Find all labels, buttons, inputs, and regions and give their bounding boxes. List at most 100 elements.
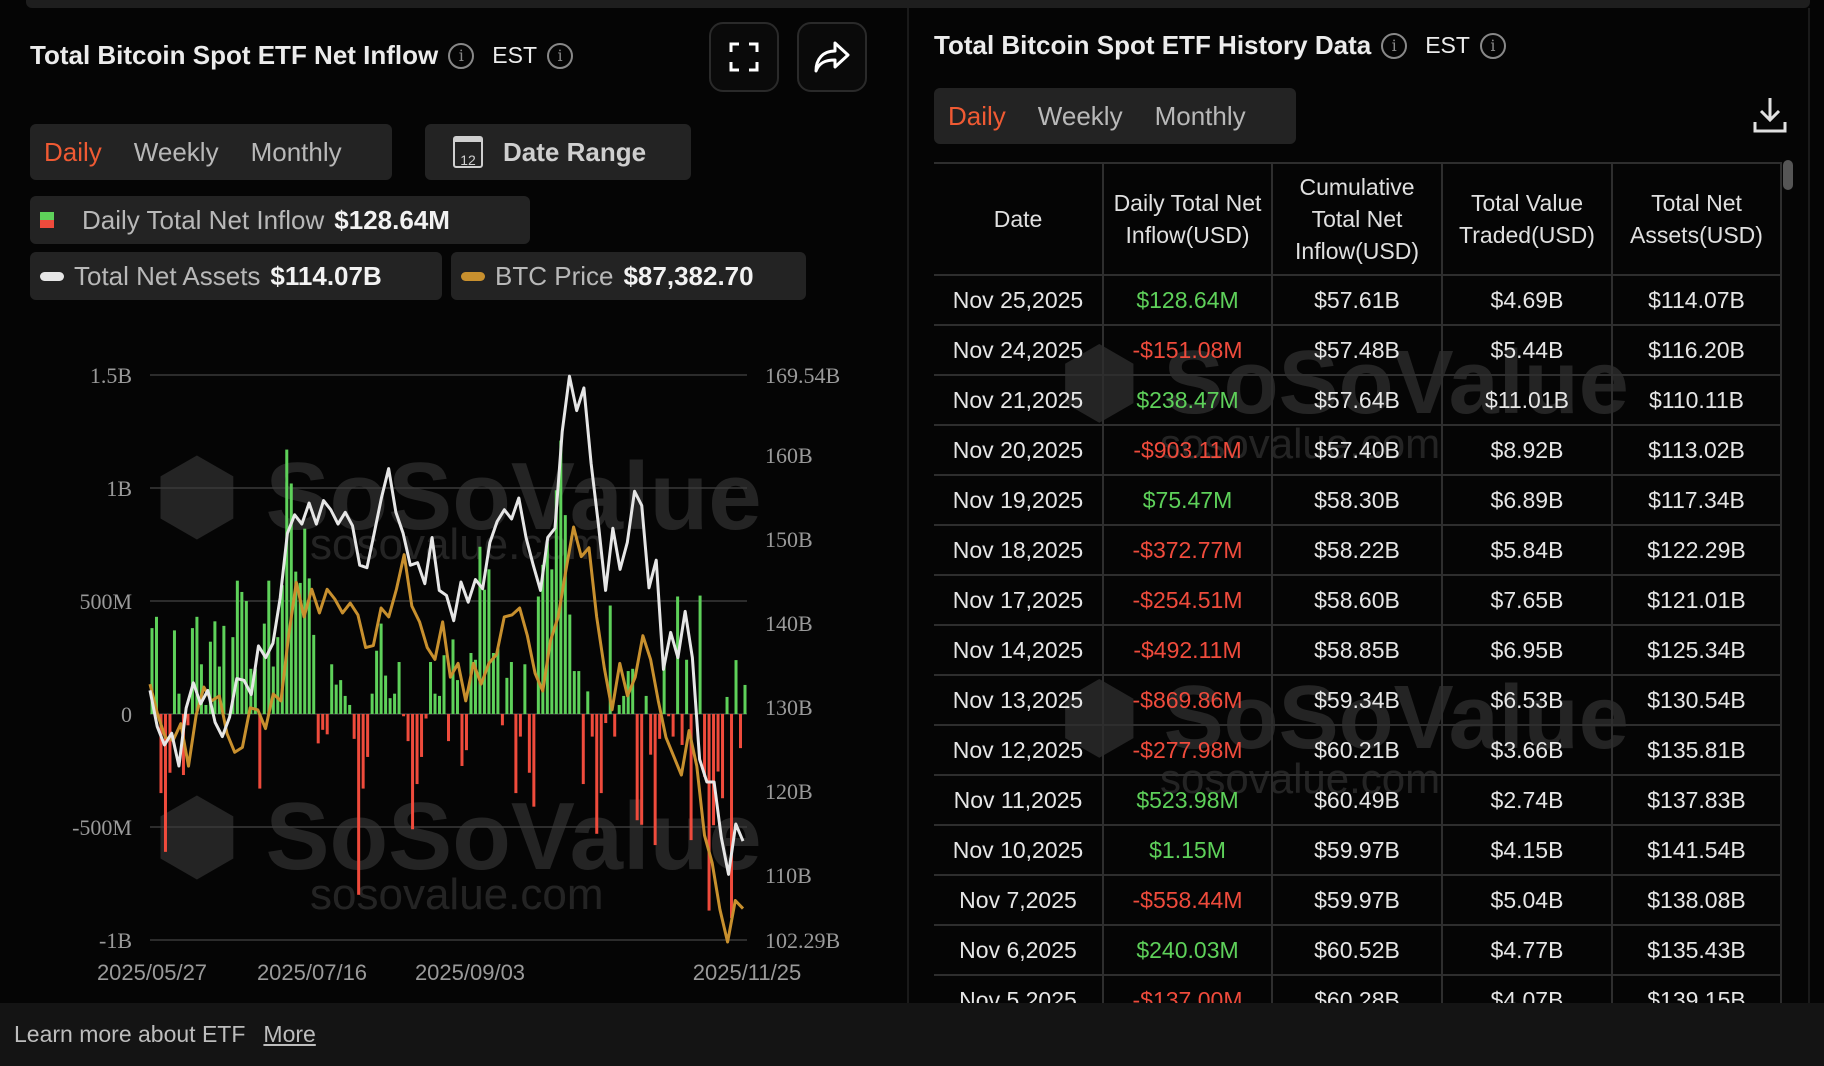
tab-daily[interactable]: Daily [948, 100, 1006, 131]
calendar-icon: 12 [453, 136, 483, 168]
legend-total-net-assets[interactable]: Total Net Assets $114.07B [30, 252, 442, 300]
table-row[interactable]: Nov 13,2025 -$869.86M $59.34B $6.53B $130.54… [934, 674, 1782, 726]
more-link[interactable]: More [263, 1021, 316, 1047]
net-assets-cell: $125.34B [1611, 624, 1782, 676]
table-row[interactable]: Nov 7,2025 -$558.44M $59.97B $5.04B $138.08B [934, 874, 1782, 926]
table-row[interactable]: Nov 25,2025 $128.64M $57.61B $4.69B $114.07B [934, 274, 1782, 326]
table-row[interactable]: Nov 14,2025 -$492.11M $58.85B $6.95B $125.34… [934, 624, 1782, 676]
inflow-bar [285, 449, 289, 714]
net-assets-cell: $138.08B [1611, 874, 1782, 926]
inflow-chart: 1.5B 1B 500M 0 -500M -1B 169.54B 160B 150B 140B 13… [72, 363, 840, 985]
table-row[interactable]: Nov 21,2025 $238.47M $57.64B $11.01B $110.11… [934, 374, 1782, 426]
total-net-assets-line [148, 374, 745, 876]
inflow-bar [343, 695, 347, 714]
chart-title-text: Total Bitcoin Spot ETF Net Inflow [30, 40, 439, 70]
inflow-bar [532, 714, 536, 807]
timezone-info-icon[interactable]: i [1479, 32, 1506, 59]
cumulative-inflow-cell: $57.40B [1271, 424, 1443, 476]
table-row[interactable]: Nov 19,2025 $75.47M $58.30B $6.89B $117.34B [934, 474, 1782, 526]
inflow-bar [608, 605, 612, 714]
cumulative-inflow-cell: $59.97B [1271, 874, 1443, 926]
value-traded-cell: $4.77B [1441, 924, 1613, 976]
inflow-bar [150, 628, 154, 714]
table-row[interactable]: Nov 18,2025 -$372.77M $58.22B $5.84B $122.29… [934, 524, 1782, 576]
tab-monthly[interactable]: Monthly [250, 136, 342, 167]
table-row[interactable]: Nov 5,2025 -$137.00M $60.28B $4.07B $139.15B [934, 974, 1782, 1003]
inflow-bar [667, 714, 671, 717]
legend-daily-inflow[interactable]: Daily Total Net Inflow $128.64M [30, 196, 530, 244]
inflow-bar [631, 668, 635, 714]
date-cell: Nov 25,2025 [934, 274, 1104, 326]
net-assets-cell: $139.15B [1611, 974, 1782, 1003]
tab-daily[interactable]: Daily [44, 136, 102, 167]
table-scrollbar[interactable] [1783, 160, 1793, 190]
daily-inflow-cell: $238.47M [1102, 374, 1273, 426]
y-right-tick-label: 140B [765, 611, 813, 636]
inflow-bar [541, 564, 545, 714]
table-row[interactable]: Nov 17,2025 -$254.51M $58.60B $7.65B $121.01… [934, 574, 1782, 626]
legend-value: $87,382.70 [623, 260, 754, 291]
date-cell: Nov 14,2025 [934, 624, 1104, 676]
y-right-tick-label: 120B [765, 779, 813, 804]
table-row[interactable]: Nov 6,2025 $240.03M $60.52B $4.77B $135.43B [934, 924, 1782, 976]
daily-inflow-cell: -$869.86M [1102, 674, 1273, 726]
inflow-bar [730, 714, 734, 919]
info-icon[interactable]: i [448, 42, 475, 69]
inflow-chart-title: Total Bitcoin Spot ETF Net Inflow i EST … [30, 40, 573, 71]
inflow-bar [235, 580, 239, 714]
inflow-bar [352, 714, 356, 739]
column-header: Daily Total Net Inflow(USD) [1102, 162, 1273, 276]
timezone-info-icon[interactable]: i [547, 42, 573, 69]
table-row[interactable]: Nov 12,2025 -$277.98M $60.21B $3.66B $135.81… [934, 724, 1782, 776]
inflow-bar [213, 621, 217, 714]
share-button[interactable] [797, 22, 867, 92]
inflow-bar [685, 659, 689, 714]
inflow-bar [303, 528, 307, 714]
table-row[interactable]: Nov 24,2025 -$151.08M $57.48B $5.44B $116.20… [934, 324, 1782, 376]
legend-btc-price[interactable]: BTC Price $87,382.70 [451, 252, 806, 300]
inflow-bar [361, 714, 365, 789]
inflow-bar [375, 650, 379, 714]
value-traded-cell: $6.89B [1441, 474, 1613, 526]
date-range-button[interactable]: 12 Date Range [425, 124, 691, 180]
inflow-bar [177, 693, 181, 714]
inflow-bar [334, 684, 338, 714]
inflow-bar [572, 671, 576, 714]
tab-weekly[interactable]: Weekly [133, 136, 219, 167]
info-icon[interactable]: i [1381, 32, 1408, 59]
table-row[interactable]: Nov 11,2025 $523.98M $60.49B $2.74B $137.83B [934, 774, 1782, 826]
net-assets-cell: $137.83B [1611, 774, 1782, 826]
inflow-bar [226, 714, 230, 715]
y-left-tick-label: 0 [121, 702, 132, 727]
daily-inflow-cell: -$492.11M [1102, 624, 1273, 676]
inflow-bar [716, 714, 720, 772]
date-cell: Nov 19,2025 [934, 474, 1104, 526]
net-assets-cell: $130.54B [1611, 674, 1782, 726]
inflow-bar [649, 714, 653, 755]
y-left-tick-label: 1B [106, 476, 132, 501]
inflow-bar [640, 714, 644, 825]
daily-inflow-cell: $240.03M [1102, 924, 1273, 976]
daily-inflow-cell: -$137.00M [1102, 974, 1273, 1003]
daily-inflow-cell: $523.98M [1102, 774, 1273, 826]
inflow-bar [622, 695, 626, 714]
fullscreen-button[interactable] [709, 22, 779, 92]
inflow-bar [433, 693, 437, 714]
inflow-bar [599, 714, 603, 794]
inflow-bar [550, 569, 554, 714]
x-tick-label: 2025/05/27 [97, 960, 207, 985]
table-header-row: Date Daily Total Net Inflow(USD) Cumulativ… [934, 162, 1782, 276]
cumulative-inflow-cell: $57.61B [1271, 274, 1443, 326]
legend-label: Daily Total Net Inflow [82, 204, 325, 235]
x-tick-label: 2025/07/16 [257, 960, 367, 985]
table-row[interactable]: Nov 20,2025 -$903.11M $57.40B $8.92B $113.02… [934, 424, 1782, 476]
x-tick-label: 2025/11/25 [693, 960, 801, 985]
inflow-bar [500, 714, 504, 726]
tab-weekly[interactable]: Weekly [1037, 100, 1123, 131]
table-row[interactable]: Nov 10,2025 $1.15M $59.97B $4.15B $141.54B [934, 824, 1782, 876]
tab-monthly[interactable]: Monthly [1154, 100, 1246, 131]
date-cell: Nov 21,2025 [934, 374, 1104, 426]
download-icon[interactable] [1752, 96, 1788, 134]
inflow-bar [402, 714, 406, 717]
y-right-tick-label: 110B [765, 863, 812, 888]
